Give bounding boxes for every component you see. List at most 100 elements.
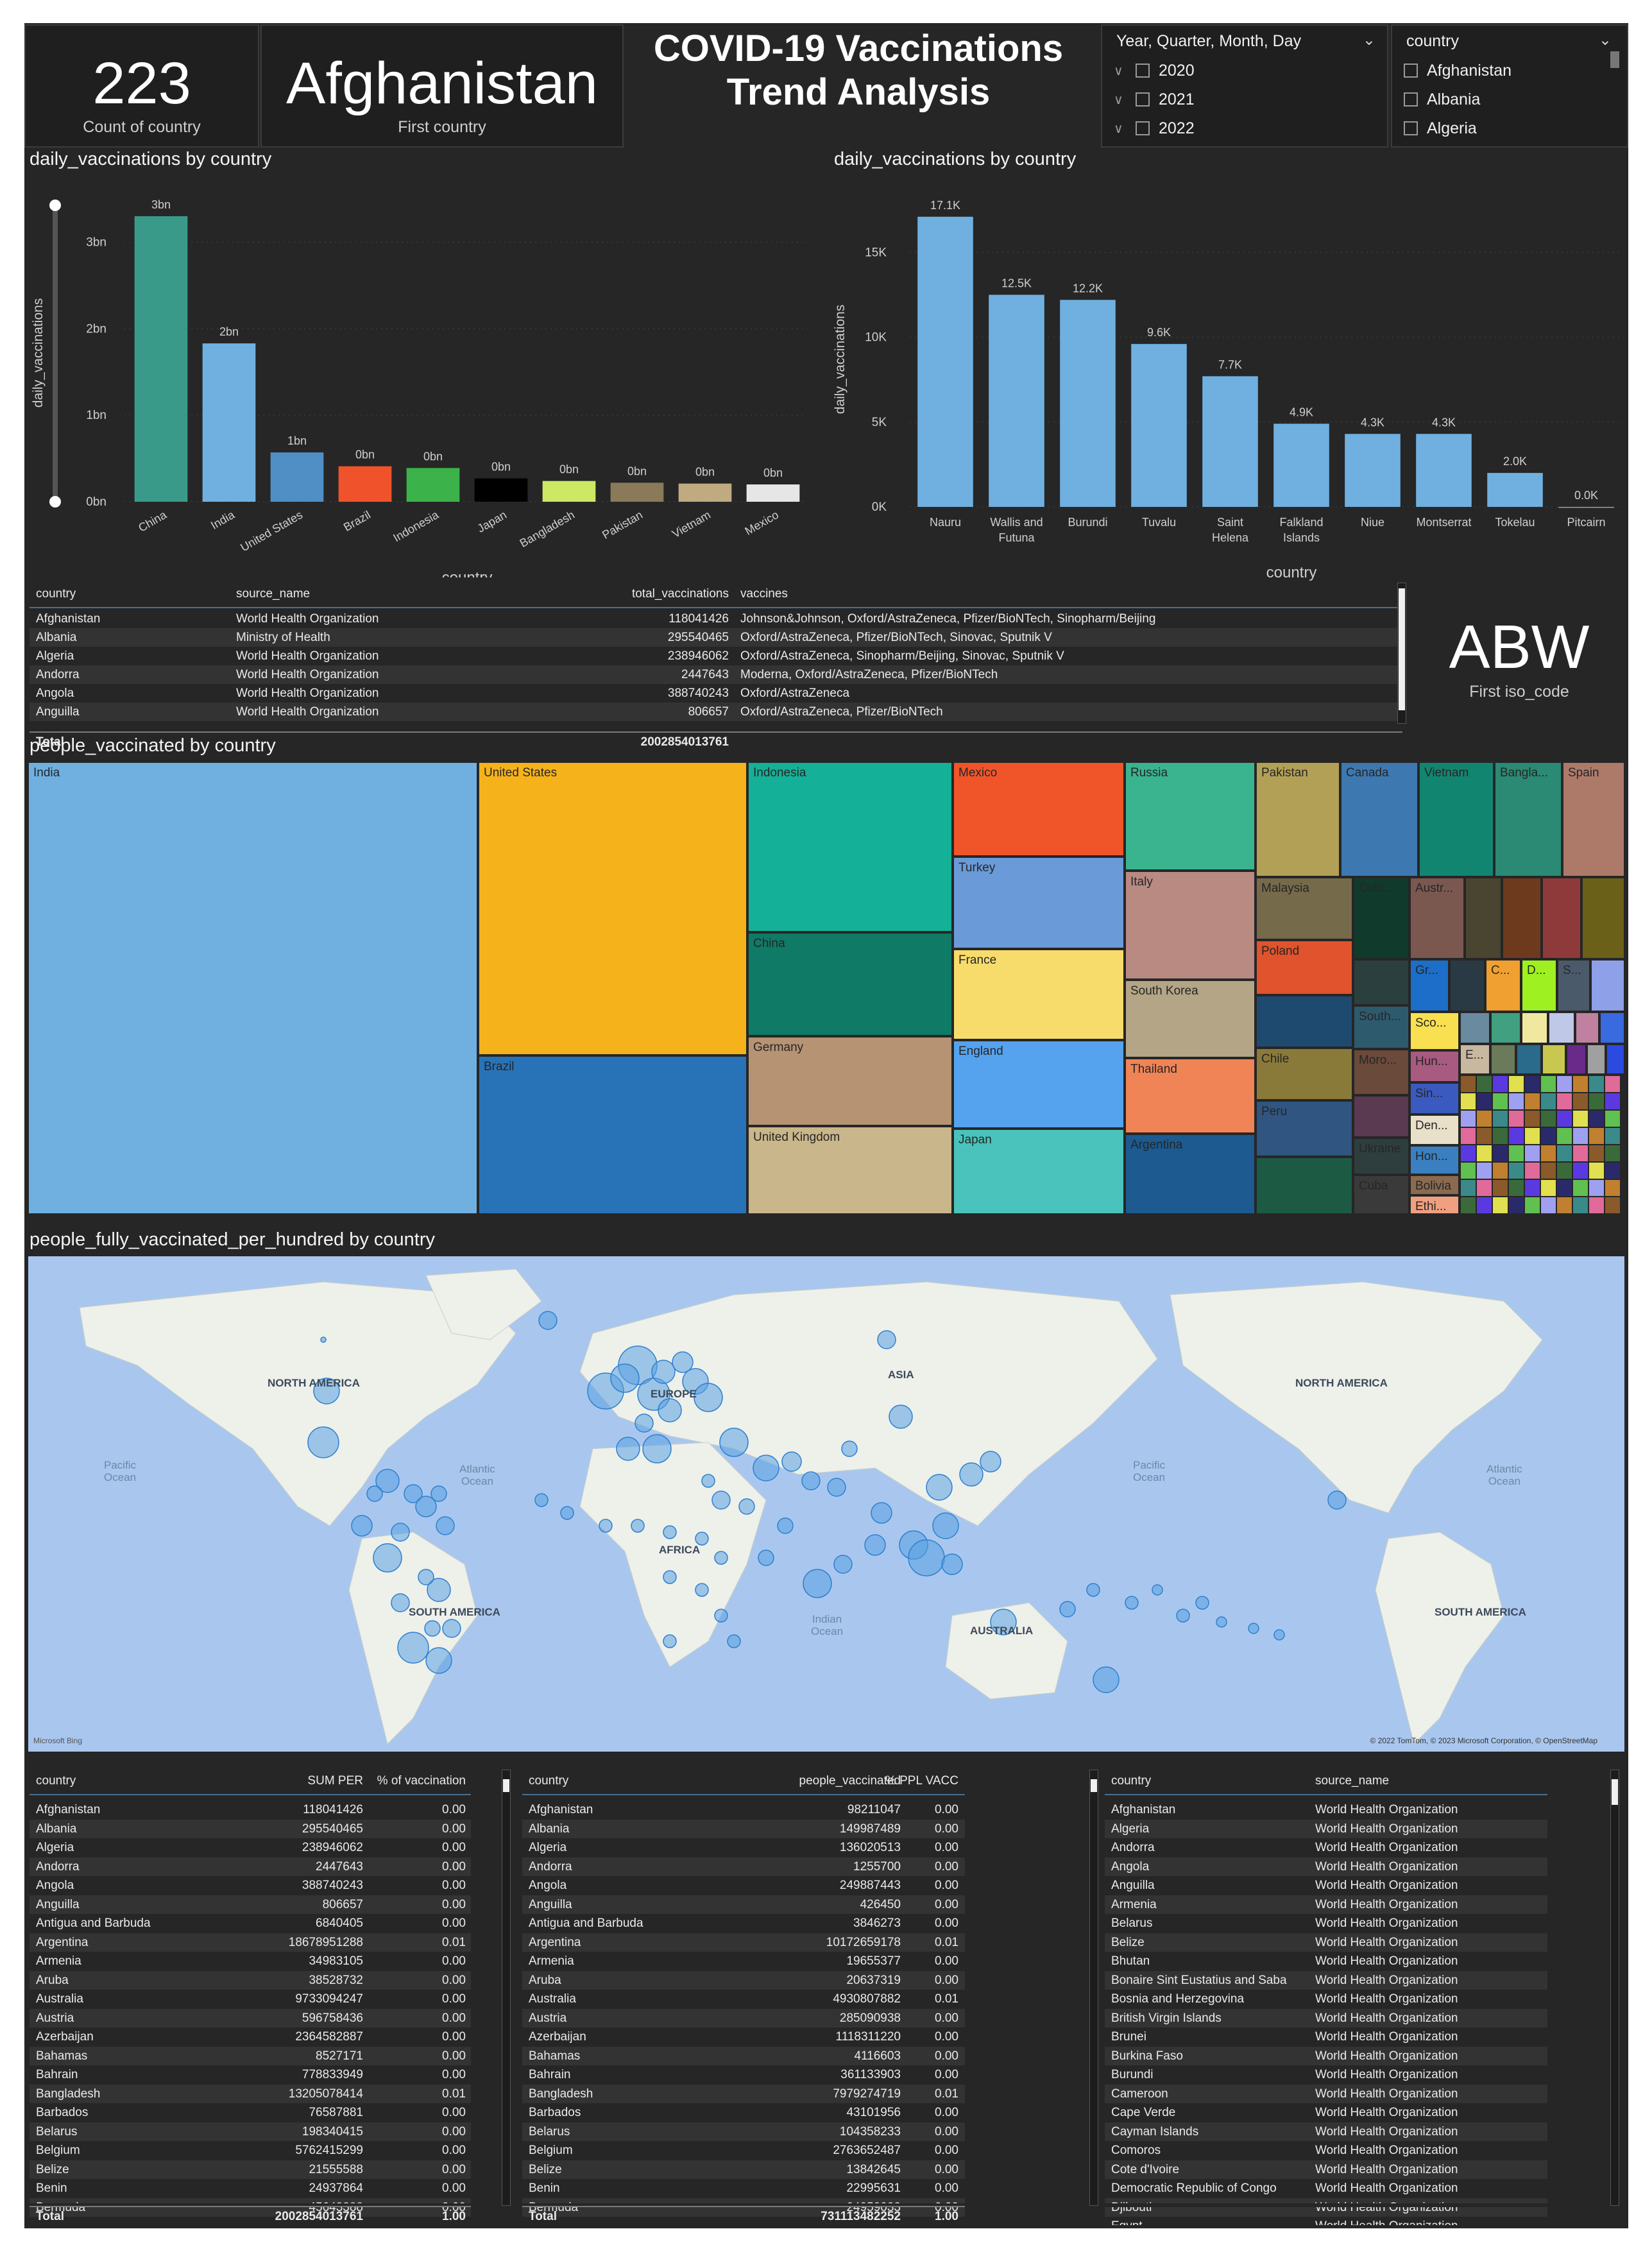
table-row[interactable]: Armenia World Health Organization	[1105, 1895, 1547, 1914]
table-row[interactable]: Bahamas 8527171 0.00	[30, 2046, 471, 2065]
table-row[interactable]: Armenia 19655377 0.00	[522, 1952, 965, 1971]
treemap-cell[interactable]	[1522, 1012, 1547, 1043]
table-row[interactable]: Algeria 238946062 0.00	[30, 1838, 471, 1857]
scroll-thumb[interactable]	[1091, 1779, 1097, 1792]
treemap-cell[interactable]	[479, 762, 747, 1055]
treemap-cell[interactable]	[1508, 1162, 1524, 1179]
people-vaccinated-treemap[interactable]: India United States Brazil Indonesia China Ge…	[28, 762, 1624, 1214]
treemap-cell[interactable]	[1567, 1045, 1586, 1074]
treemap-cell[interactable]	[1524, 1093, 1540, 1110]
table-row[interactable]: Benin 24937864 0.00	[30, 2179, 471, 2198]
treemap-cell[interactable]	[1524, 1162, 1540, 1179]
table-row[interactable]: Cayman Islands World Health Organization	[1105, 2122, 1547, 2141]
treemap-cell[interactable]	[1410, 1115, 1459, 1145]
country-slicer[interactable]: country ⌄ Afghanistan Albania Algeria	[1391, 24, 1628, 148]
treemap-cell[interactable]	[1556, 1145, 1572, 1162]
treemap-cell[interactable]	[1540, 1075, 1556, 1093]
treemap-cell[interactable]	[1476, 1162, 1492, 1179]
treemap-cell[interactable]	[748, 933, 952, 1036]
checkbox[interactable]	[1404, 64, 1418, 78]
kpi-count-country-card[interactable]: 223 Count of country	[24, 24, 259, 148]
table-row[interactable]: Benin 22995631 0.00	[522, 2179, 965, 2198]
table-row[interactable]: Azerbaijan 2364582887 0.00	[30, 2028, 471, 2047]
treemap-cell[interactable]	[1572, 1162, 1588, 1179]
treemap-cell[interactable]	[1460, 1127, 1476, 1145]
treemap-cell[interactable]	[1476, 1127, 1492, 1145]
treemap-cell[interactable]	[1492, 1075, 1508, 1093]
treemap-cell[interactable]	[1517, 1045, 1541, 1074]
kpi-first-country-card[interactable]: Afghanistan First country	[260, 24, 624, 148]
treemap-cell[interactable]	[1460, 1012, 1490, 1043]
treemap-cell[interactable]	[1572, 1197, 1588, 1214]
treemap-cell[interactable]	[479, 1056, 747, 1214]
treemap-cell[interactable]	[1492, 1110, 1508, 1127]
treemap-cell[interactable]	[1588, 1110, 1605, 1127]
treemap-cell[interactable]	[1524, 1075, 1540, 1093]
treemap-cell[interactable]	[1460, 1075, 1476, 1093]
table-row[interactable]: Austria 285090938 0.00	[522, 2008, 965, 2028]
table-row[interactable]: Belize World Health Organization	[1105, 1933, 1547, 1952]
chevron-down-icon[interactable]: ⌄	[1598, 31, 1612, 49]
treemap-cell[interactable]	[1588, 1093, 1605, 1110]
table-row[interactable]: Djibouti World Health Organization	[1105, 2198, 1547, 2217]
slicer-scrollbar[interactable]	[1610, 51, 1619, 68]
treemap-cell[interactable]	[1354, 1138, 1409, 1174]
treemap-cell[interactable]	[1125, 871, 1255, 979]
chevron-down-icon[interactable]: ⌄	[1362, 31, 1375, 49]
treemap-cell[interactable]	[1587, 1045, 1605, 1074]
expand-chevron-icon[interactable]: ∨	[1114, 121, 1123, 136]
table-row[interactable]: Andorra 2447643 0.00	[30, 1857, 471, 1876]
table-row[interactable]: Anguilla 806657 0.00	[30, 1895, 471, 1914]
treemap-cell[interactable]	[1256, 996, 1352, 1047]
world-bubble-map[interactable]: NORTH AMERICA NORTH AMERICA SOUTH AMERIC…	[28, 1256, 1624, 1752]
treemap-cell[interactable]	[1256, 1157, 1352, 1214]
treemap-cell[interactable]	[1460, 1110, 1476, 1127]
treemap-cell[interactable]	[1256, 1048, 1352, 1100]
treemap-cell[interactable]	[1256, 762, 1340, 876]
table-row[interactable]: Azerbaijan 1118311220 0.00	[522, 2028, 965, 2047]
treemap-cell[interactable]	[1540, 1197, 1556, 1214]
treemap-cell[interactable]	[1354, 960, 1409, 1005]
treemap-cell[interactable]	[1540, 1179, 1556, 1197]
treemap-cell[interactable]	[1605, 1145, 1621, 1162]
treemap-cell[interactable]	[1588, 1197, 1605, 1214]
treemap-cell[interactable]	[1492, 1145, 1508, 1162]
table-row[interactable]: Bahamas 4116603 0.00	[522, 2046, 965, 2065]
treemap-cell[interactable]	[1556, 1110, 1572, 1127]
table-row[interactable]: Bahrain 778833949 0.00	[30, 2065, 471, 2085]
treemap-cell[interactable]	[1556, 1075, 1572, 1093]
date-hierarchy-slicer[interactable]: Year, Quarter, Month, Day ⌄ ∨ 2020 ∨ 2021 …	[1101, 24, 1388, 148]
treemap-cell[interactable]	[1450, 960, 1485, 1011]
iso-code-card[interactable]: ABW First iso_code	[1410, 580, 1628, 728]
table-row[interactable]: Angola World Health Organization 388740243…	[30, 684, 1402, 703]
table-row[interactable]: Argentina 10172659178 0.01	[522, 1933, 965, 1952]
table-row[interactable]: Brunei World Health Organization	[1105, 2028, 1547, 2047]
treemap-cell[interactable]	[953, 1041, 1124, 1128]
treemap-cell[interactable]	[1341, 762, 1418, 876]
treemap-cell[interactable]	[1542, 878, 1581, 959]
table-row[interactable]: Algeria World Health Organization	[1105, 1819, 1547, 1838]
table-row[interactable]: Bahrain 361133903 0.00	[522, 2065, 965, 2085]
treemap-cell[interactable]	[1476, 1110, 1492, 1127]
treemap-cell[interactable]	[1508, 1179, 1524, 1197]
treemap-cell[interactable]	[1556, 1093, 1572, 1110]
treemap-cell[interactable]	[1492, 1179, 1508, 1197]
table-row[interactable]: Cameroon World Health Organization	[1105, 2084, 1547, 2103]
table-row[interactable]: Bosnia and Herzegovina World Health Organ…	[1105, 1990, 1547, 2009]
treemap-cell[interactable]	[1524, 1179, 1540, 1197]
table-row[interactable]: Burkina Faso World Health Organization	[1105, 2046, 1547, 2065]
table-row[interactable]: Cote d'Ivoire World Health Organization	[1105, 2160, 1547, 2179]
treemap-cell[interactable]	[1410, 878, 1464, 959]
treemap-cell[interactable]	[1503, 878, 1541, 959]
people-vaccinated-table[interactable]: country people_vaccinated% PPL VACC Afghan…	[522, 1767, 965, 2225]
treemap-cell[interactable]	[748, 1127, 952, 1214]
treemap-cell[interactable]	[1600, 1012, 1624, 1043]
treemap-cell[interactable]	[1125, 980, 1255, 1057]
treemap-cell[interactable]	[1354, 1050, 1409, 1095]
treemap-cell[interactable]	[1492, 1162, 1508, 1179]
left-bar-chart[interactable]: 0bn 1bn 2bn 3bn daily_vaccinations 3bn China 2b…	[24, 173, 820, 577]
table-row[interactable]: Armenia 34983105 0.00	[30, 1952, 471, 1971]
sum-table-scrollbar[interactable]	[502, 1770, 511, 2206]
scroll-thumb[interactable]	[1399, 588, 1405, 710]
treemap-cell[interactable]	[1572, 1110, 1588, 1127]
